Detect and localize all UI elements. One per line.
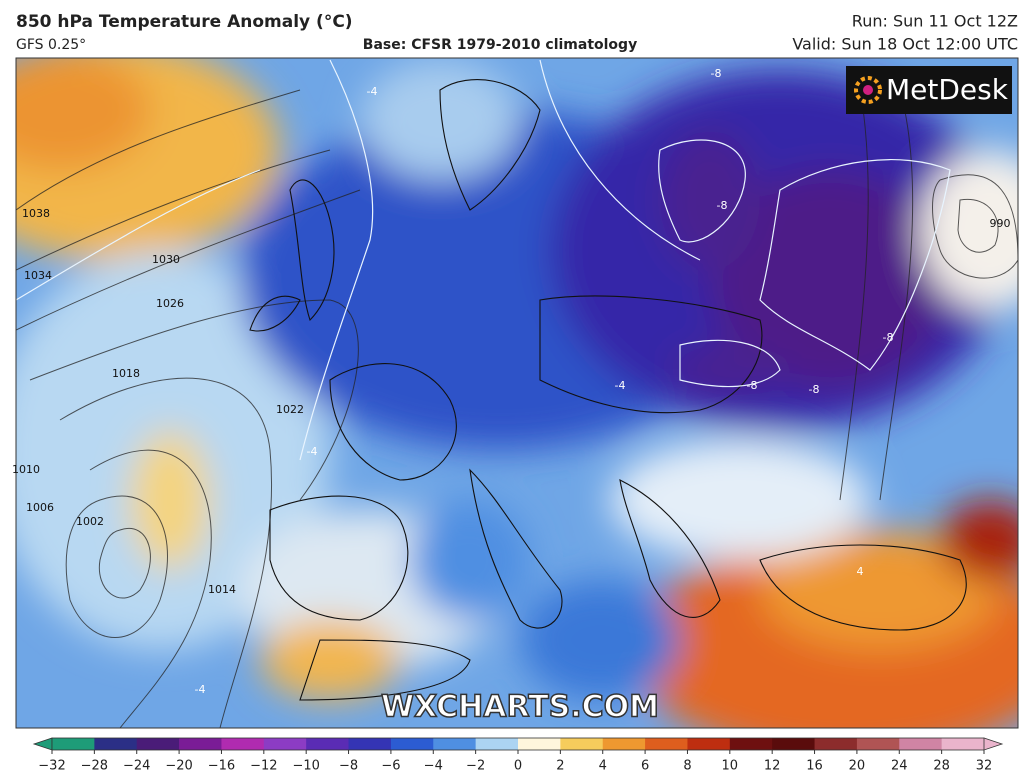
colorbar-segment <box>136 738 180 750</box>
colorbar-tick-label: 2 <box>556 759 564 774</box>
colorbar-segment <box>433 738 477 750</box>
contour-label: -8 <box>711 67 722 80</box>
colorbar-tick-label: 6 <box>641 759 649 774</box>
run: Run: Sun 11 Oct 12Z <box>852 12 1018 31</box>
contour-label: 990 <box>990 217 1011 230</box>
colorbar-arrow-right <box>983 737 1004 751</box>
colorbar-tick-label: 28 <box>933 759 950 774</box>
colorbar-tick-label: −32 <box>38 759 65 774</box>
contour-label: 1022 <box>276 403 304 416</box>
colorbar-tick-label: −12 <box>250 759 277 774</box>
contour-label: 1002 <box>76 515 104 528</box>
colorbar-tick-label: 12 <box>764 759 781 774</box>
contour-label: -8 <box>883 331 894 344</box>
valid: Valid: Sun 18 Oct 12:00 UTC <box>792 35 1018 54</box>
colorbar-segment <box>348 738 392 750</box>
colorbar-tick-label: −28 <box>81 759 108 774</box>
contour-label: -8 <box>809 383 820 396</box>
colorbar-tick-label: −4 <box>424 759 443 774</box>
colorbar-segment <box>645 738 688 750</box>
logo-text: MetDesk <box>886 73 1009 106</box>
colorbar-tick-label: 32 <box>976 759 993 774</box>
watermark: WXCHARTS.COM <box>381 690 659 725</box>
contour-label: 4 <box>857 565 864 578</box>
colorbar-segment <box>263 738 307 750</box>
model: GFS 0.25° <box>16 37 86 53</box>
colorbar-segment <box>941 738 985 750</box>
contour-label: -4 <box>195 683 206 696</box>
colorbar-segment <box>221 738 265 750</box>
logo-icon <box>854 76 882 104</box>
colorbar-segment <box>518 738 561 750</box>
colorbar-tick-label: 4 <box>599 759 607 774</box>
contour-label: -4 <box>307 445 318 458</box>
colorbar-tick-label: 0 <box>514 759 522 774</box>
colorbar-segment <box>560 738 604 750</box>
map <box>16 58 1018 728</box>
colorbar-segment <box>687 738 731 750</box>
colorbar-segment <box>179 738 222 750</box>
colorbar-segment <box>94 738 138 750</box>
contour-label: 1034 <box>24 269 52 282</box>
colorbar-segment <box>899 738 943 750</box>
contour-label: 1006 <box>26 501 54 514</box>
base: Base: CFSR 1979-2010 climatology <box>363 37 637 53</box>
logo-box <box>846 66 1012 114</box>
colorbar-segment <box>390 738 434 750</box>
contour-label: -8 <box>717 199 728 212</box>
colorbar-segment <box>729 738 773 750</box>
colorbar-segment <box>475 738 519 750</box>
colorbar-tick-label: −8 <box>339 759 358 774</box>
colorbar-tick-label: 10 <box>722 759 739 774</box>
colorbar-tick-label: −6 <box>381 759 400 774</box>
contour-label: -4 <box>367 85 378 98</box>
colorbar-segment <box>602 738 646 750</box>
colorbar-tick-label: −16 <box>208 759 235 774</box>
colorbar-segment <box>856 738 900 750</box>
contour-label: 1026 <box>156 297 184 310</box>
contour-label: 1014 <box>208 583 236 596</box>
title: 850 hPa Temperature Anomaly (°C) <box>16 12 353 32</box>
colorbar-segment <box>814 738 858 750</box>
colorbar-tick-label: −20 <box>165 759 192 774</box>
colorbar-segment <box>306 738 350 750</box>
colorbar-segment <box>52 738 95 750</box>
colorbar-tick-label: −10 <box>292 759 319 774</box>
contour-label: 1018 <box>112 367 140 380</box>
map-frame <box>15 57 1019 729</box>
colorbar-tick-label: 8 <box>683 759 691 774</box>
contour-label: 1010 <box>12 463 40 476</box>
contour-label: 1030 <box>152 253 180 266</box>
colorbar-tick-label: 20 <box>849 759 866 774</box>
colorbar-tick-label: −24 <box>123 759 150 774</box>
colorbar-segment <box>772 738 816 750</box>
colorbar-tick-label: 24 <box>891 759 908 774</box>
colorbar-tick-label: −2 <box>466 759 485 774</box>
contour-label: -8 <box>747 379 758 392</box>
contour-labels: 1038 1034 1030 1026 1018 1022 1014 1006 1002 1010… <box>12 67 1011 696</box>
contour-label: 1038 <box>22 207 50 220</box>
colorbar-tick-label: 16 <box>806 759 823 774</box>
contour-label: -4 <box>615 379 626 392</box>
colorbar-arrow-left <box>32 737 53 751</box>
colorbar: −32 −28 −24 −20 −16 −12 −10 −8 −6 −4 −2 0 2 4 6 8 10 12 16… <box>32 737 1004 774</box>
